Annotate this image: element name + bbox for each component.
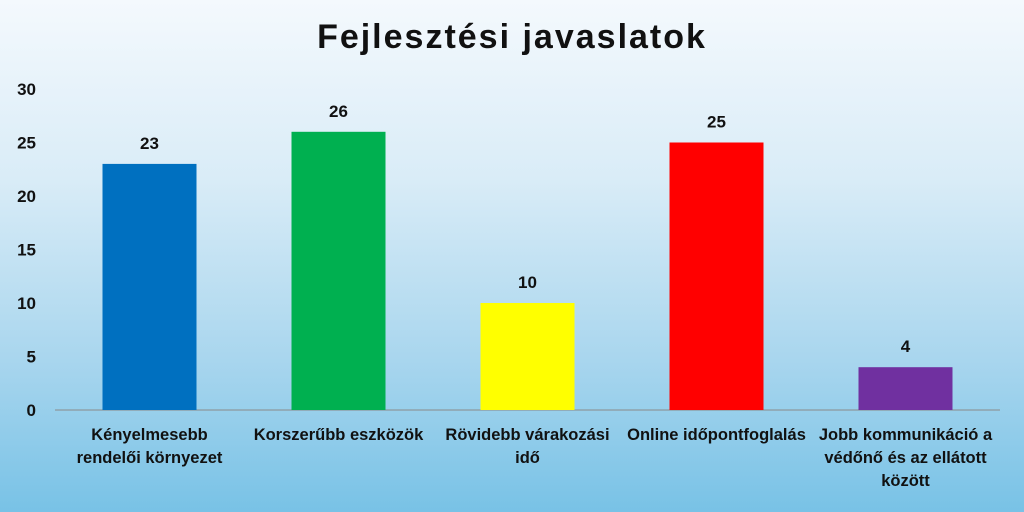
chart-title: Fejlesztési javaslatok (317, 18, 707, 56)
bars (102, 131, 953, 411)
data-label: 25 (707, 113, 726, 132)
x-tick-label: Kényelmesebb rendelői környezet (76, 426, 223, 467)
y-tick-label: 25 (17, 134, 36, 153)
bar (102, 163, 197, 410)
y-tick-label: 0 (27, 401, 36, 420)
x-tick-label: Rövidebb várakozási idő (445, 426, 610, 467)
data-labels: 23 26 10 25 4 (140, 102, 911, 356)
bar (291, 131, 386, 411)
y-tick-label: 10 (17, 294, 36, 313)
data-label: 10 (518, 273, 537, 292)
data-label: 4 (901, 337, 911, 356)
x-tick-label: Jobb kommunikáció a védőnő és az ellátot… (818, 426, 993, 490)
x-tick-label: Korszerűbb eszközök (253, 426, 424, 444)
y-tick-label: 15 (17, 241, 36, 260)
bar (669, 142, 764, 410)
x-tick-label: Online időpontfoglalás (627, 426, 806, 444)
data-label: 26 (329, 102, 348, 121)
y-tick-label: 30 (17, 80, 36, 99)
y-axis: 0 5 10 15 20 25 30 (17, 80, 36, 420)
y-tick-label: 20 (17, 187, 36, 206)
data-label: 23 (140, 134, 159, 153)
bar (858, 367, 953, 410)
bar (480, 303, 575, 410)
y-tick-label: 5 (27, 348, 36, 367)
